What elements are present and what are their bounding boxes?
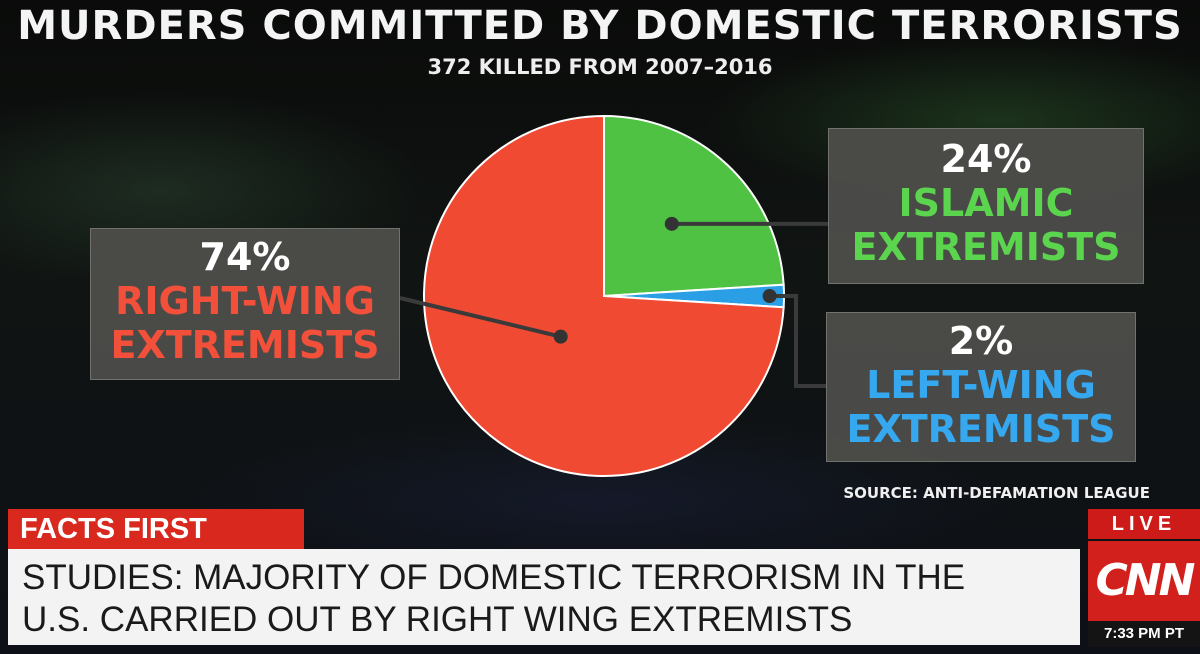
slice-islamic: [603, 114, 785, 298]
label-islamic: 24% ISLAMIC EXTREMISTS: [828, 128, 1144, 284]
clock-time: 7:33 PM PT: [1088, 621, 1200, 647]
label-right-wing-pct: 74%: [199, 235, 291, 279]
label-islamic-line1: ISLAMIC: [898, 181, 1074, 225]
label-left-wing-line1: LEFT-WING: [866, 363, 1096, 407]
label-left-wing: 2% LEFT-WING EXTREMISTS: [826, 312, 1136, 462]
leader-dot-islamic: [664, 216, 679, 231]
label-islamic-line2: EXTREMISTS: [851, 225, 1121, 269]
slice-right-wing: [423, 114, 785, 477]
leader-right-wing: [399, 296, 562, 339]
chart-subtitle: 372 KILLED FROM 2007–2016: [427, 55, 773, 79]
live-badge: LIVE: [1088, 509, 1200, 539]
label-left-wing-line2: EXTREMISTS: [846, 407, 1116, 451]
headline-line-1: STUDIES: MAJORITY OF DOMESTIC TERRORISM …: [22, 558, 966, 597]
label-right-wing-line2: EXTREMISTS: [110, 323, 380, 367]
facts-first-banner: FACTS FIRST: [8, 509, 304, 549]
source-note: SOURCE: ANTI-DEFAMATION LEAGUE: [843, 484, 1150, 502]
label-islamic-pct: 24%: [940, 137, 1032, 181]
label-left-wing-pct: 2%: [948, 319, 1014, 363]
headline-line-2: U.S. CARRIED OUT BY RIGHT WING EXTREMIST…: [22, 600, 853, 639]
chart-title: MURDERS COMMITTED BY DOMESTIC TERRORISTS: [17, 3, 1183, 49]
cnn-logo: CNN: [1088, 541, 1200, 621]
leader-dot-right-wing: [553, 329, 568, 344]
leader-dot-left-wing: [762, 289, 777, 303]
label-right-wing-line1: RIGHT-WING: [115, 279, 375, 323]
label-right-wing: 74% RIGHT-WING EXTREMISTS: [90, 228, 400, 380]
leader-left-wing: [769, 294, 826, 388]
headline-ticker: STUDIES: MAJORITY OF DOMESTIC TERRORISM …: [8, 549, 1080, 645]
